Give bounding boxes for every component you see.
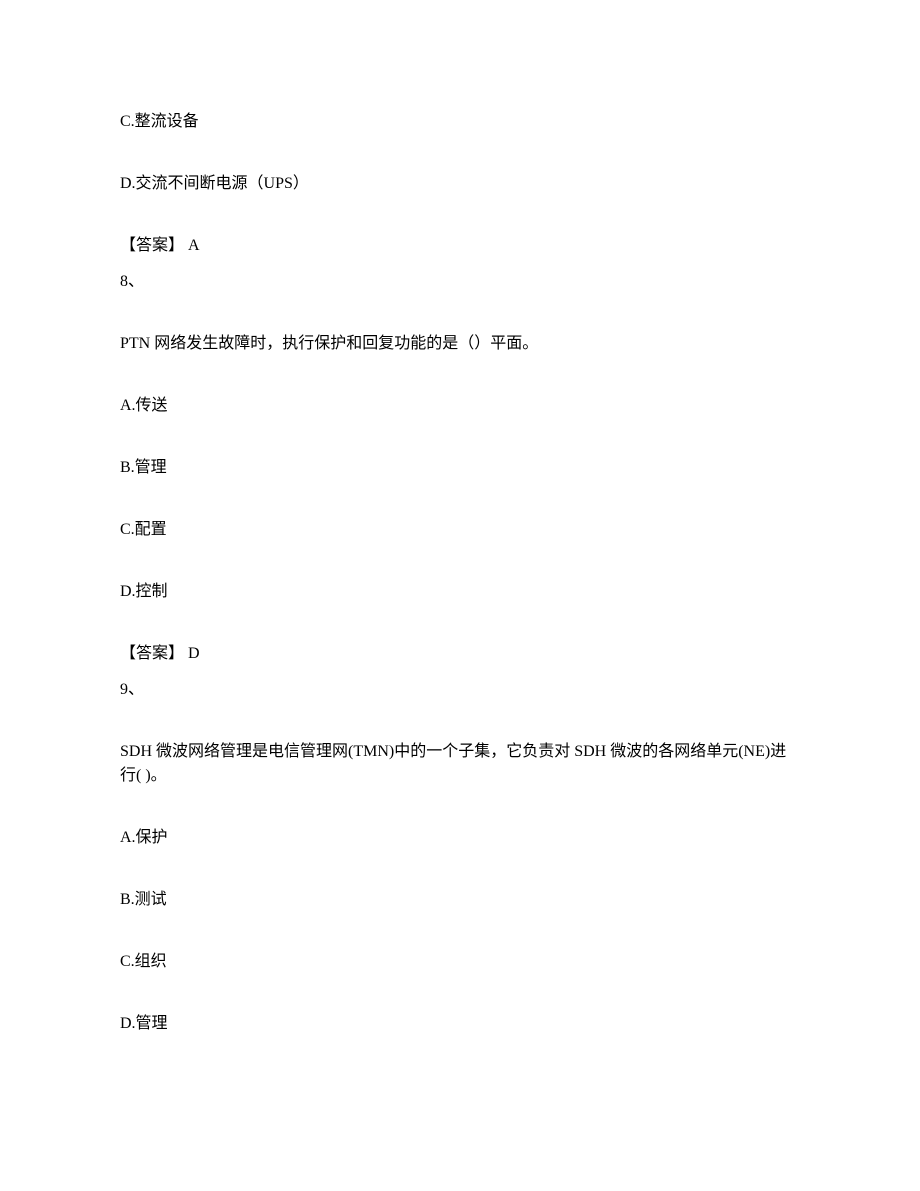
q7-option-d: D.交流不间断电源（UPS） bbox=[120, 172, 800, 196]
q8-option-a: A.传送 bbox=[120, 394, 800, 418]
q8-option-d: D.控制 bbox=[120, 580, 800, 604]
q7-option-c: C.整流设备 bbox=[120, 110, 800, 134]
document-page: C.整流设备 D.交流不间断电源（UPS） 【答案】 A 8、 PTN 网络发生… bbox=[0, 0, 920, 1036]
q9-number: 9、 bbox=[120, 678, 800, 702]
q9-stem: SDH 微波网络管理是电信管理网(TMN)中的一个子集，它负责对 SDH 微波的… bbox=[120, 740, 800, 788]
q8-answer: 【答案】 D bbox=[120, 642, 800, 666]
q7-answer: 【答案】 A bbox=[120, 234, 800, 258]
q8-option-b: B.管理 bbox=[120, 456, 800, 480]
q8-number: 8、 bbox=[120, 270, 800, 294]
q9-option-b: B.测试 bbox=[120, 888, 800, 912]
q9-option-c: C.组织 bbox=[120, 950, 800, 974]
q8-stem: PTN 网络发生故障时，执行保护和回复功能的是（）平面。 bbox=[120, 332, 800, 356]
q9-option-a: A.保护 bbox=[120, 826, 800, 850]
q9-option-d: D.管理 bbox=[120, 1012, 800, 1036]
q8-option-c: C.配置 bbox=[120, 518, 800, 542]
